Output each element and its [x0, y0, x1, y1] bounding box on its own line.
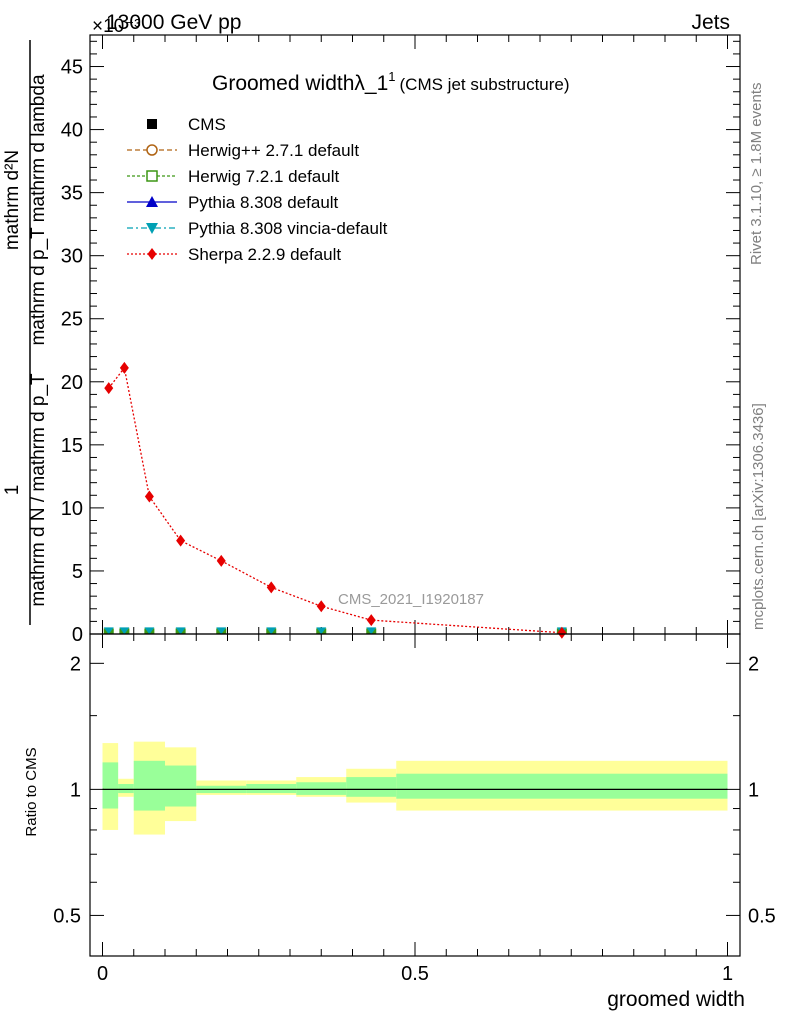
header-left: 13000 GeV pp	[106, 11, 241, 34]
exponent-label: ×10⁻³	[92, 16, 141, 37]
ylabel-pre-num: 1	[2, 485, 23, 496]
legend-label: Herwig++ 2.7.1 default	[188, 141, 359, 160]
chart-title: Groomed widthλ_11 (CMS jet substructure)	[212, 69, 570, 95]
legend-marker	[146, 196, 158, 207]
legend-marker	[146, 170, 158, 182]
legend-label: Herwig 7.2.1 default	[188, 167, 339, 186]
main-ytick-label: 10	[61, 498, 83, 520]
mc-marker-triangle	[266, 627, 277, 635]
mc-marker-triangle	[316, 627, 327, 635]
mcplots-label: mcplots.cern.ch [arXiv:1306.3436]	[750, 403, 767, 630]
ratio-frame	[89, 633, 741, 957]
chart-title-main: Groomed widthλ_1	[212, 72, 388, 95]
sherpa-point	[119, 361, 129, 374]
mc-marker-triangle	[216, 627, 227, 635]
legend-label: Pythia 8.308 default	[188, 193, 339, 212]
main-ytick-label: 40	[61, 120, 83, 142]
legend-entry: Pythia 8.308 vincia-default	[127, 219, 388, 238]
header-right: Jets	[691, 11, 730, 34]
chart-subtitle: (CMS jet substructure)	[400, 75, 570, 94]
main-plot: 0 5 10 15 20 25 30 35 40 45	[61, 34, 741, 646]
main-ytick-label: 25	[61, 309, 83, 331]
ratio-band-inner	[246, 783, 297, 794]
main-ytick-label: 45	[61, 57, 83, 79]
ratio-ytick-label-right: 1	[748, 779, 759, 801]
legend-marker	[147, 119, 157, 129]
mc-marker-triangle	[103, 627, 114, 635]
ratio-band-inner	[118, 783, 134, 794]
mc-marker-triangle	[366, 627, 377, 635]
legend-marker	[146, 223, 158, 234]
ratio-ylabel: Ratio to CMS	[23, 747, 40, 836]
main-ytick-label: 20	[61, 372, 83, 394]
xtick-label: 1	[722, 963, 733, 985]
main-ytick-label: 15	[61, 435, 83, 457]
ratio-band-inner	[102, 762, 119, 809]
ratio-ytick-label-right: 0.5	[748, 905, 776, 927]
legend-marker	[147, 248, 157, 260]
ratio-plot: 0.5 0.5 1 1 2 2 0 0.5 1	[53, 633, 776, 985]
legend-label: CMS	[188, 115, 226, 134]
ratio-ytick-label-left: 1	[70, 779, 81, 801]
sherpa-point	[144, 490, 154, 503]
main-ytick-label: 0	[72, 624, 83, 646]
rivet-label: Rivet 3.1.10, ≥ 1.8M events	[748, 83, 765, 266]
xtick-label: 0	[97, 963, 108, 985]
legend-label: Sherpa 2.2.9 default	[188, 245, 341, 264]
sherpa-point	[216, 554, 226, 567]
analysis-watermark: CMS_2021_I1920187	[338, 591, 484, 608]
ylabel-den: mathrm d p_T mathrm d lambda	[28, 74, 49, 345]
legend-entry: Sherpa 2.2.9 default	[127, 245, 341, 264]
legend-entry: Pythia 8.308 default	[127, 193, 339, 212]
main-ytick-label: 35	[61, 183, 83, 205]
ratio-band-inner	[133, 760, 165, 811]
ratio-band-inner	[396, 773, 728, 799]
sherpa-point	[316, 600, 326, 613]
ratio-band-inner	[296, 782, 347, 795]
legend-marker	[146, 144, 158, 156]
sherpa-point	[366, 614, 376, 627]
mc-marker-triangle	[175, 627, 186, 635]
x-axis-label: groomed width	[607, 988, 745, 1011]
ratio-ytick-label-left: 2	[70, 653, 81, 675]
ylabel-pre-den: mathrm d N / mathrm d p_T	[28, 373, 49, 607]
ratio-band-inner	[346, 777, 397, 797]
legend-entry: Herwig++ 2.7.1 default	[127, 141, 359, 160]
main-ytick-label: 30	[61, 246, 83, 268]
legend: CMS Herwig++ 2.7.1 default Herwig 7.2.1 de…	[127, 115, 388, 264]
sherpa-point	[104, 382, 114, 395]
legend-entry: Herwig 7.2.1 default	[127, 167, 339, 186]
ratio-ytick-label-left: 0.5	[53, 905, 81, 927]
sherpa-point	[266, 581, 276, 594]
main-ytick-label: 5	[72, 561, 83, 583]
mc-marker-triangle	[119, 627, 130, 635]
mc-marker-triangle	[144, 627, 155, 635]
legend-entry: CMS	[147, 115, 226, 134]
ratio-ytick-label-right: 2	[748, 653, 759, 675]
chart-title-sup: 1	[388, 69, 395, 84]
sherpa-point	[557, 626, 567, 639]
legend-label: Pythia 8.308 vincia-default	[188, 219, 388, 238]
xtick-label: 0.5	[401, 963, 429, 985]
ylabel-num: mathrm d²N	[2, 150, 23, 250]
ratio-band-inner	[165, 765, 197, 807]
main-ylabel: mathrm d²N mathrm d p_T mathrm d lambda …	[2, 40, 49, 625]
sherpa-point	[176, 534, 186, 547]
sherpa-line	[108, 366, 562, 634]
